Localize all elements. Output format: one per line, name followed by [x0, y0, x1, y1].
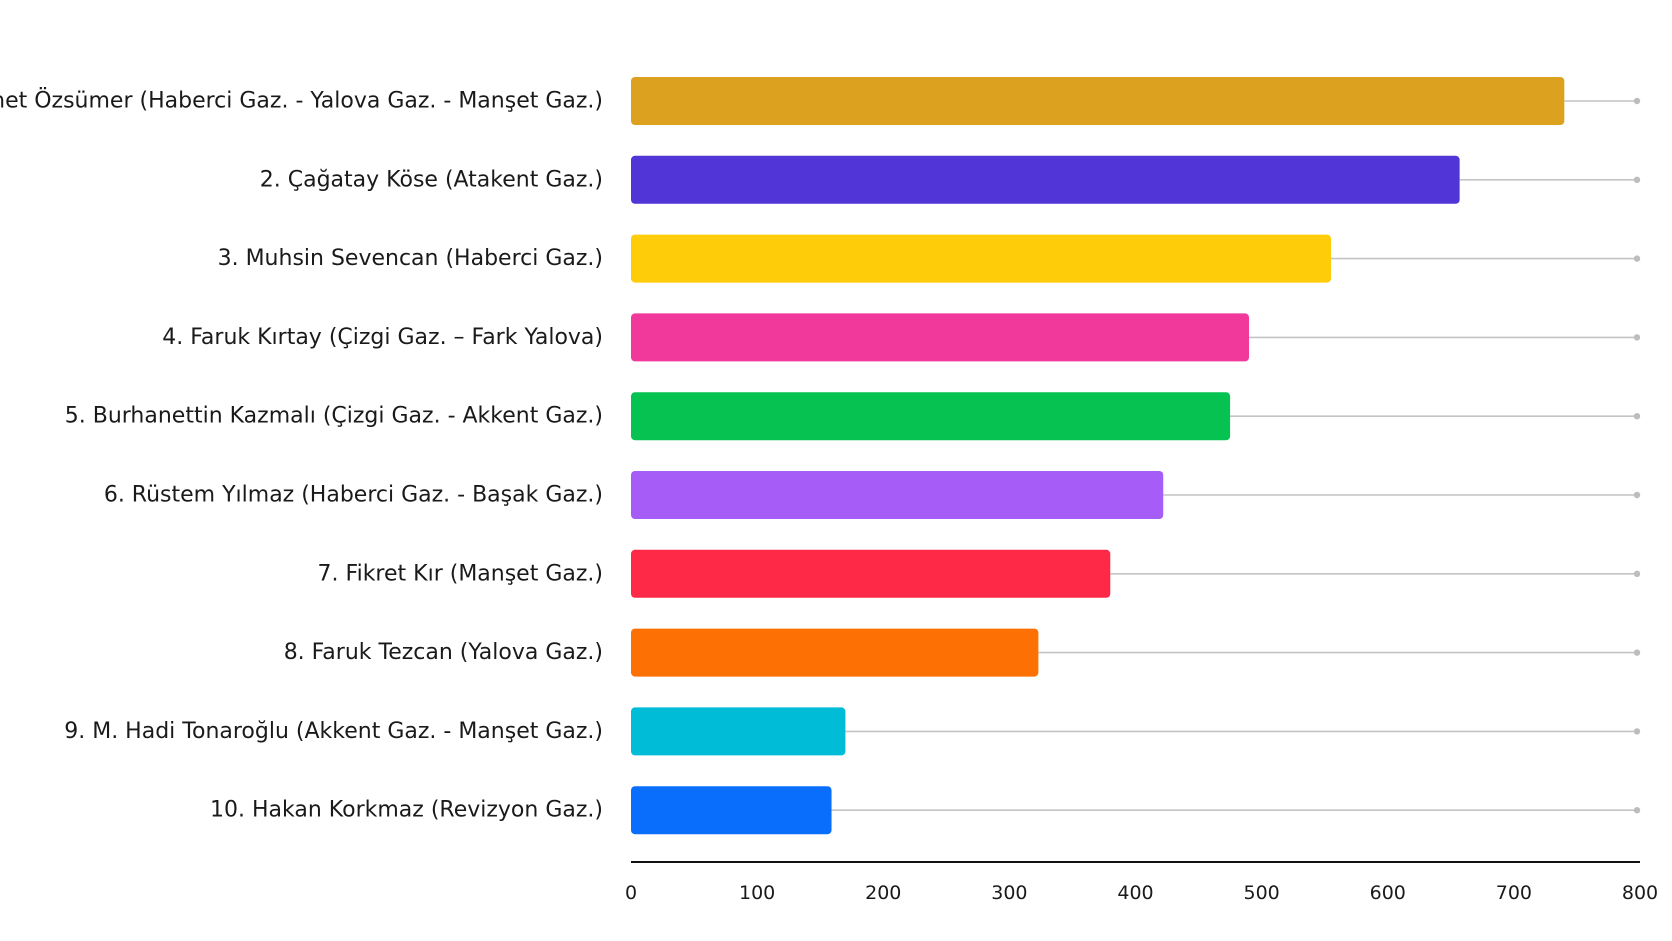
guide-end-dot [1633, 807, 1641, 814]
x-tick-label: 400 [1117, 882, 1153, 904]
category-label-1: 1. Ahmet Özsümer (Haberci Gaz. - Yalova … [0, 88, 603, 114]
category-label-9: 9. M. Hadi Tonaroğlu (Akkent Gaz. - Manş… [64, 719, 603, 744]
category-label-2: 2. Çağatay Köse (Atakent Gaz.) [260, 167, 603, 192]
x-tick-labels: 0 100 200 300 400 500 600 700 800 [625, 882, 1658, 904]
category-label-10: 10. Hakan Korkmaz (Revizyon Gaz.) [210, 798, 603, 823]
bar-1 [631, 77, 1565, 125]
guide-end-dot [1633, 570, 1641, 577]
x-tick-label: 100 [739, 882, 775, 904]
category-label-6: 6. Rüstem Yılmaz (Haberci Gaz. - Başak G… [104, 483, 603, 508]
bar-3 [631, 234, 1331, 283]
guide-end-dot [1633, 728, 1641, 735]
bar-7 [631, 549, 1111, 598]
bar-6 [631, 471, 1164, 519]
guide-end-dot [1633, 97, 1641, 105]
category-label-4: 4. Faruk Kırtay (Çizgi Gaz. – Fark Yalov… [162, 325, 603, 350]
category-label-8: 8. Faruk Tezcan (Yalova Gaz.) [284, 640, 603, 665]
guide-end-dot [1633, 334, 1641, 341]
guide-end-dot [1633, 491, 1641, 499]
bars-group [631, 77, 1565, 835]
bar-10 [631, 786, 832, 835]
category-label-5: 5. Burhanettin Kazmalı (Çizgi Gaz. - Akk… [65, 404, 603, 429]
bar-2 [631, 155, 1460, 204]
category-label-7: 7. Fikret Kır (Manşet Gaz.) [318, 561, 603, 586]
x-tick-label: 200 [865, 882, 901, 904]
category-labels: 1. Ahmet Özsümer (Haberci Gaz. - Yalova … [0, 88, 603, 823]
bar-9 [631, 707, 846, 756]
x-tick-label: 800 [1622, 882, 1658, 904]
bar-8 [631, 628, 1039, 677]
x-tick-label: 300 [991, 882, 1027, 904]
bar-4 [631, 313, 1250, 362]
guide-end-dot [1633, 413, 1641, 420]
category-label-3: 3. Muhsin Sevencan (Haberci Gaz.) [218, 246, 603, 271]
x-tick-label: 0 [625, 882, 637, 904]
x-tick-label: 700 [1496, 882, 1532, 904]
guide-end-dot [1633, 176, 1641, 183]
guide-end-dot [1633, 255, 1641, 262]
x-tick-label: 500 [1243, 882, 1279, 904]
guide-end-dot [1633, 649, 1641, 656]
guide-lines [831, 97, 1641, 814]
x-tick-label: 600 [1370, 882, 1406, 904]
bar-5 [631, 392, 1231, 441]
